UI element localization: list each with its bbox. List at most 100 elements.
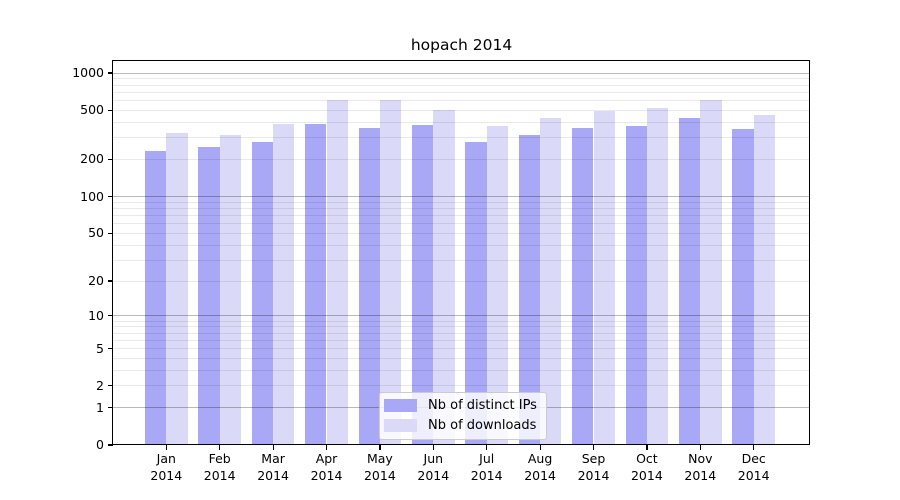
y-tick: [108, 109, 113, 111]
x-tick-year: 2014: [737, 467, 770, 483]
x-tick-label: Jan 2014: [136, 451, 196, 484]
x-tick-year: 2014: [684, 467, 717, 483]
x-tick-year: 2014: [203, 467, 236, 483]
x-tick: [325, 445, 328, 450]
legend-label: Nb of distinct IPs: [428, 398, 537, 413]
x-tick: [432, 445, 434, 450]
x-tick: [646, 445, 648, 450]
x-tick-year: 2014: [257, 467, 289, 483]
y-tick: [108, 72, 113, 74]
bar-aug-downloads: [540, 118, 562, 445]
bar-feb-downloads: [219, 135, 242, 445]
gridline-minor: [113, 280, 810, 282]
gridline-minor: [113, 137, 810, 139]
x-tick-label: Nov 2014: [670, 451, 730, 484]
bar-mar-distinct-ips: [251, 142, 274, 445]
x-tick: [592, 445, 595, 450]
y-tick: [108, 315, 113, 317]
x-tick-label: Sep 2014: [564, 451, 624, 484]
bar-sep-downloads: [593, 111, 615, 445]
gridline-minor: [113, 348, 810, 349]
bar-jun-distinct-ips: [411, 125, 434, 445]
gridline-minor: [113, 332, 810, 334]
x-tick: [486, 445, 488, 450]
gridline-minor: [113, 158, 810, 160]
x-tick-month: Nov: [688, 451, 713, 466]
y-tick-label: 20: [88, 273, 104, 289]
gridline-minor: [113, 320, 810, 322]
gridline-major: [113, 196, 810, 197]
x-tick-year: 2014: [417, 467, 450, 483]
bar-jun-downloads: [433, 110, 455, 445]
x-tick-label: Oct 2014: [617, 451, 677, 484]
x-tick-month: Mar: [261, 451, 285, 466]
x-tick-month: Apr: [315, 451, 338, 466]
y-tick-label: 2: [96, 377, 104, 393]
y-tick: [108, 280, 113, 282]
x-tick-month: Oct: [636, 451, 658, 466]
x-tick: [699, 445, 701, 450]
x-tick-label: May 2014: [350, 451, 410, 484]
y-tick: [108, 385, 113, 387]
bar-jan-downloads: [166, 133, 188, 445]
chart-title: hopach 2014: [410, 36, 513, 54]
y-tick-label: 100: [80, 188, 104, 204]
gridline-major: [113, 315, 810, 317]
x-tick-month: Dec: [741, 451, 766, 466]
gridline-minor: [113, 326, 810, 328]
bar-jul-downloads: [486, 126, 509, 445]
bar-dec-downloads: [753, 115, 776, 445]
x-tick-month: Jan: [156, 451, 176, 466]
gridline-minor: [113, 100, 810, 101]
x-tick-label: Dec 2014: [724, 451, 784, 484]
x-tick-month: Jun: [423, 451, 444, 466]
gridline-minor: [113, 223, 810, 225]
bar-aug-distinct-ips: [518, 135, 541, 445]
y-tick: [108, 158, 113, 161]
gridline-minor: [113, 84, 810, 86]
gridline-minor: [113, 207, 810, 209]
y-tick: [108, 232, 113, 234]
x-tick-month: Feb: [208, 451, 231, 466]
x-tick-label: Apr 2014: [297, 451, 357, 484]
x-tick-year: 2014: [630, 467, 663, 483]
y-tick-label: 50: [88, 225, 104, 241]
bar-nov-downloads: [700, 100, 722, 445]
gridline-minor: [113, 339, 810, 341]
gridline-minor: [113, 121, 810, 123]
bar-nov-distinct-ips: [678, 118, 701, 445]
bar-jul-distinct-ips: [465, 142, 487, 445]
x-tick-year: 2014: [150, 467, 183, 483]
gridline-minor: [113, 215, 810, 216]
y-tick: [108, 347, 113, 350]
x-tick-month: Sep: [581, 451, 606, 466]
y-tick-label: 500: [80, 102, 104, 118]
bar-jan-distinct-ips: [144, 151, 167, 445]
x-tick: [753, 445, 755, 450]
bar-dec-distinct-ips: [732, 129, 754, 445]
gridline-minor: [113, 109, 810, 111]
y-tick: [108, 444, 113, 446]
gridline-minor: [113, 244, 810, 246]
bars-layer: [113, 61, 810, 445]
y-tick-label: 10: [88, 307, 104, 323]
legend-label: Nb of downloads: [428, 418, 537, 433]
bar-oct-downloads: [646, 108, 669, 445]
y-tick: [108, 407, 113, 409]
x-tick-year: 2014: [363, 467, 396, 483]
legend-item-downloads: Nb of downloads: [384, 418, 538, 433]
bar-may-downloads: [379, 100, 402, 445]
bar-apr-downloads: [326, 100, 348, 445]
x-tick-month: May: [366, 451, 393, 466]
gridline-minor: [113, 259, 810, 261]
bar-may-distinct-ips: [358, 128, 380, 445]
legend-swatch-distinct-ips: [384, 399, 417, 412]
y-tick: [108, 195, 113, 198]
x-tick: [539, 445, 541, 450]
x-tick-label: Mar 2014: [243, 451, 303, 484]
x-tick: [379, 445, 381, 450]
bar-mar-downloads: [273, 124, 295, 445]
x-tick-month: Aug: [527, 451, 553, 466]
y-tick-label: 1000: [72, 65, 104, 80]
gridline-minor: [113, 232, 810, 234]
